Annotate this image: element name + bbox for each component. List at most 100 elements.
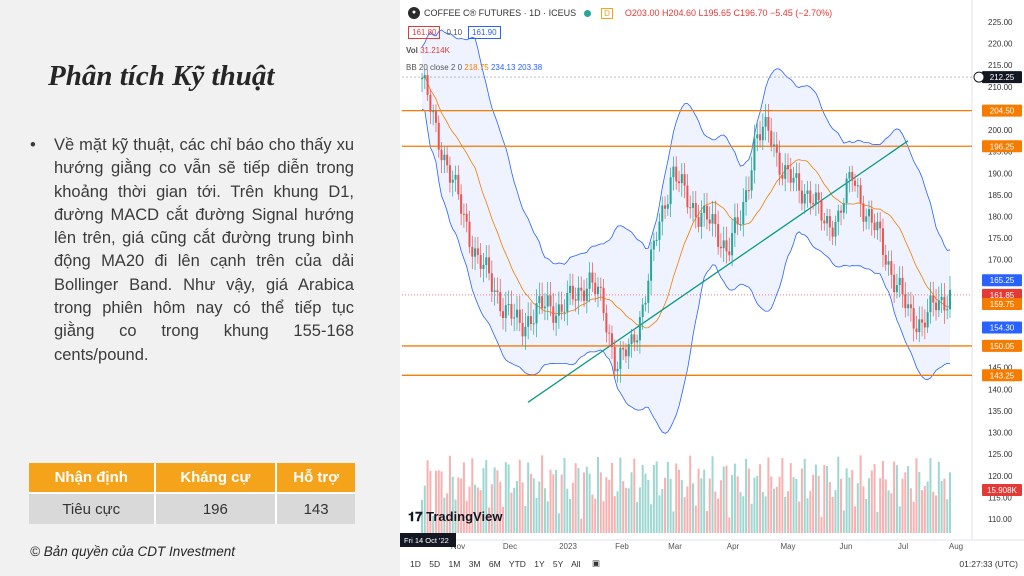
- candle-body: [722, 240, 725, 249]
- candle-body: [840, 210, 843, 213]
- time-tick-label: Aug: [949, 542, 963, 551]
- volume-bar: [557, 513, 560, 533]
- tf-1m[interactable]: 1M: [448, 559, 461, 569]
- candle-body: [585, 288, 588, 301]
- volume-bar: [711, 456, 714, 533]
- volume-bar: [599, 472, 602, 533]
- candle-body: [479, 254, 482, 269]
- volume-bar: [781, 458, 784, 533]
- volume-bar: [912, 501, 915, 533]
- candle-body: [725, 240, 728, 252]
- candle-body: [795, 173, 798, 178]
- bb-basis: 218.75: [464, 63, 489, 72]
- volume-bar: [856, 483, 859, 533]
- candle-body: [862, 203, 865, 222]
- volume-bar: [862, 486, 865, 533]
- candle-body: [669, 177, 672, 205]
- utc-clock: 01:27:33 (UTC): [959, 559, 1018, 569]
- volume-bar: [535, 498, 538, 533]
- price-tick-label: 170.00: [988, 256, 1013, 265]
- volume-bar: [848, 477, 851, 533]
- candlestick-chart[interactable]: 225.00220.00215.00210.00205.00200.00195.…: [400, 0, 1024, 552]
- candle-body: [666, 204, 669, 209]
- bb-label: BB 20 close 2 0: [406, 63, 463, 72]
- candle-body: [524, 326, 527, 337]
- volume-bar: [722, 466, 725, 533]
- time-tick-label: Feb: [615, 542, 629, 551]
- add-alert-icon[interactable]: [973, 71, 985, 83]
- tf-all[interactable]: All: [571, 559, 581, 569]
- candle-body: [736, 217, 739, 225]
- candle-body: [652, 240, 655, 250]
- volume-bar: [686, 486, 689, 533]
- candle-body: [535, 303, 538, 324]
- volume-bar: [560, 474, 563, 533]
- tf-1d[interactable]: 1D: [410, 559, 421, 569]
- calendar-icon[interactable]: ▣: [592, 558, 601, 568]
- volume-bar: [840, 478, 843, 533]
- chart-header: ● COFFEE C® FUTURES · 1D · ICEUS D O203.…: [408, 7, 832, 19]
- volume-bar: [448, 455, 451, 533]
- candle-body: [792, 177, 795, 183]
- candle-body: [728, 251, 731, 256]
- tf-1y[interactable]: 1Y: [534, 559, 545, 569]
- volume-bar: [462, 462, 465, 533]
- price-label-text: 154.30: [990, 324, 1015, 333]
- candle-body: [848, 171, 851, 179]
- volume-bar: [672, 511, 675, 533]
- volume-label: Vol: [406, 46, 418, 55]
- candle-body: [630, 334, 633, 345]
- slide-text-panel: Phân tích Kỹ thuật • Về mặt kỹ thuật, cá…: [0, 0, 400, 576]
- price-tick-label: 125.00: [988, 450, 1013, 459]
- volume-bar: [482, 468, 485, 533]
- volume-bar: [898, 506, 901, 533]
- candle-body: [468, 221, 471, 247]
- volume-bar: [764, 496, 767, 533]
- volume-bar: [845, 468, 848, 533]
- volume-bar: [890, 493, 893, 533]
- symbol-title[interactable]: COFFEE C® FUTURES · 1D · ICEUS: [424, 8, 577, 18]
- candle-body: [504, 305, 507, 319]
- price-tick-label: 120.00: [988, 472, 1013, 481]
- tf-3m[interactable]: 3M: [468, 559, 481, 569]
- buy-price-button[interactable]: 161.90: [468, 26, 501, 39]
- candle-body: [731, 233, 734, 256]
- volume-bar: [488, 507, 491, 533]
- sell-price-button[interactable]: 161.80: [408, 26, 441, 39]
- volume-bar: [915, 458, 918, 533]
- volume-bar: [893, 461, 896, 533]
- candle-body: [429, 94, 432, 112]
- volume-bar: [683, 497, 686, 533]
- candle-body: [887, 261, 890, 265]
- candle-body: [842, 203, 845, 213]
- tf-5y[interactable]: 5Y: [552, 559, 564, 569]
- candle-body: [577, 287, 580, 301]
- volume-bar: [610, 462, 613, 533]
- volume-bar: [918, 472, 921, 533]
- volume-bar: [585, 466, 588, 533]
- candle-body: [437, 122, 440, 150]
- candle-body: [638, 317, 641, 341]
- volume-bar: [552, 474, 555, 533]
- candle-body: [527, 316, 530, 327]
- tf-ytd[interactable]: YTD: [508, 559, 526, 569]
- candle-body: [756, 134, 759, 139]
- candle-body: [474, 248, 477, 257]
- crosshair-date-box: [400, 533, 456, 547]
- candle-body: [870, 209, 873, 223]
- volume-bar: [884, 479, 887, 533]
- volume-bar: [468, 486, 471, 533]
- tf-6m[interactable]: 6M: [488, 559, 501, 569]
- candle-body: [747, 190, 750, 192]
- candle-body: [884, 254, 887, 265]
- candle-body: [563, 311, 566, 313]
- candle-body: [499, 291, 502, 312]
- volume-bar: [507, 464, 510, 533]
- volume-bar: [736, 476, 739, 533]
- candle-body: [485, 257, 488, 265]
- volume-bar: [817, 475, 820, 533]
- tf-5d[interactable]: 5D: [429, 559, 441, 569]
- volume-bar: [759, 464, 762, 533]
- time-tick-label: Apr: [727, 542, 740, 551]
- volume-bar: [789, 463, 792, 533]
